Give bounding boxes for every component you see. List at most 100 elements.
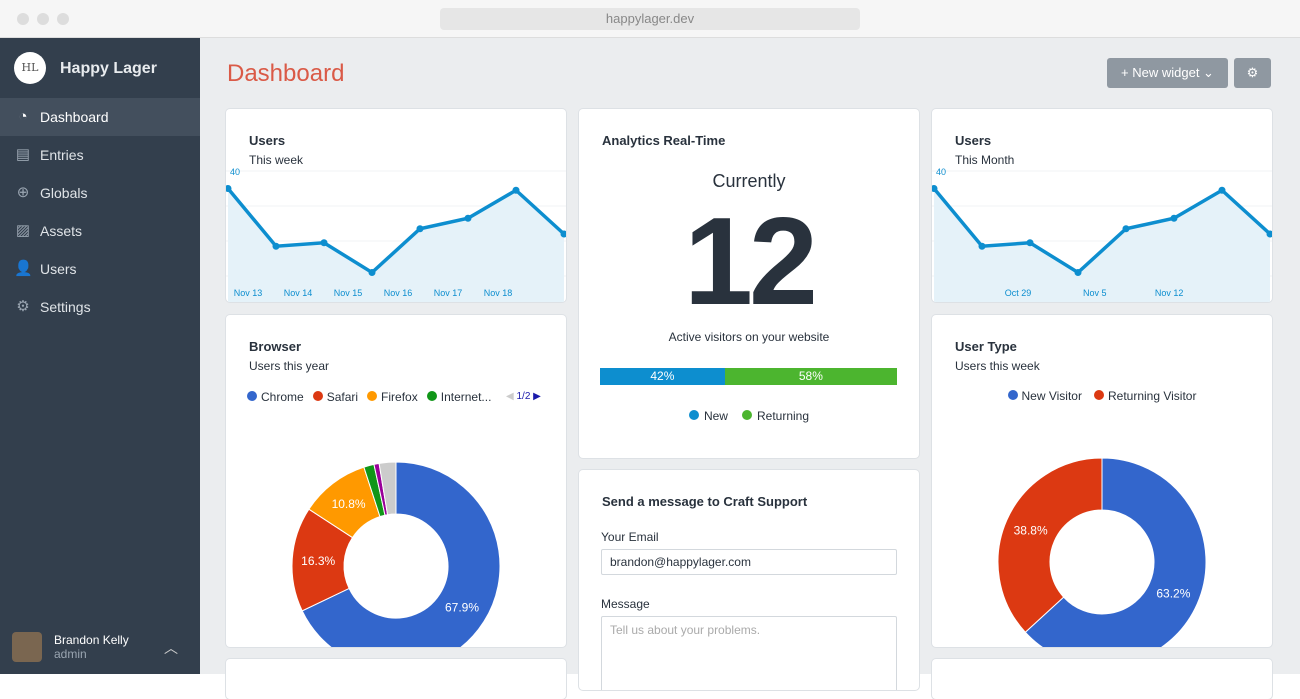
sidebar-item-dashboard[interactable]: ◔ Dashboard [0,98,200,136]
legend-item[interactable]: New Visitor [1007,389,1082,403]
browser-legend: Chrome Safari Firefox Internet... [247,390,491,404]
next-page-icon: ▶ [533,391,541,402]
visitor-count: 12 [684,193,818,331]
gear-icon: ⚙ [1246,65,1259,80]
data-point [1266,230,1272,238]
currently-label: Currently [712,171,786,191]
window-titlebar: happylager.dev [0,0,1300,38]
sidebar-item-entries[interactable]: ▤ Entries [0,136,200,174]
sidebar-item-label: Dashboard [40,109,109,125]
data-point [932,185,938,192]
user-type-legend: New Visitor Returning Visitor [932,389,1272,403]
x-tick-label: Nov 13 [234,288,263,298]
x-tick-label: Nov 16 [384,288,413,298]
gear-icon: ⚙ [16,298,30,315]
main-content: Dashboard + New widget ⌄ ⚙ Users This we… [200,38,1300,699]
legend-item[interactable]: Returning Visitor [1093,389,1196,403]
message-label: Message [601,597,650,611]
slice-label: 16.3% [301,554,335,568]
x-tick-label: Nov 18 [484,288,513,298]
sidebar-item-globals[interactable]: ⊕ Globals [0,174,200,212]
site-name[interactable]: Happy Lager [60,60,157,77]
realtime-widget: Analytics Real-Time Currently 12 Active … [579,109,919,458]
series-line [226,187,566,275]
close-window-button[interactable] [17,13,29,25]
y-tick-label: 40 [230,167,240,177]
address-bar[interactable]: happylager.dev [440,8,860,30]
message-field[interactable]: Tell us about your problems. [601,616,897,690]
sidebar-item-assets[interactable]: ▨ Assets [0,212,200,250]
data-point [560,230,566,238]
legend-new: New [688,409,728,423]
legend-item[interactable]: Chrome [247,390,304,404]
sidebar: HL Happy Lager ◔ Dashboard ▤ Entries ⊕ Global… [0,38,200,674]
widget-title: Users [955,133,992,148]
data-point [978,242,986,250]
x-tick-label: Nov 14 [284,288,313,298]
pie-slice [378,461,397,516]
email-field[interactable]: brandon@happylager.com [601,549,897,575]
data-point [1122,225,1130,233]
legend-item[interactable]: Internet... [426,390,491,404]
widget-title: Users [249,133,286,148]
user-type-pie: 63.2% 38.8% [997,457,1207,647]
pie-slice [301,461,501,647]
data-point [320,239,328,247]
area-fill [934,188,1270,302]
sidebar-item-users[interactable]: 👤 Users [0,250,200,288]
widget-subtitle: Users this week [955,359,1040,373]
slice-label: 10.8% [332,497,366,511]
legend-item[interactable]: Safari [312,390,358,404]
y-tick-label: 40 [936,167,946,177]
minimize-window-button[interactable] [37,13,49,25]
widget-partial [932,659,1272,699]
globe-icon: ⊕ [16,184,30,201]
chevron-up-icon[interactable]: ︿ [164,640,178,656]
widget-subtitle: This week [249,153,304,167]
user-menu[interactable]: Brandon Kelly admin ︿ [12,632,188,662]
settings-button[interactable]: ⚙ [1234,58,1271,88]
data-point [1170,214,1178,222]
realtime-legend: New Returning [579,409,919,423]
page-title: Dashboard [227,60,345,87]
widget-subtitle: This Month [955,153,1015,167]
newspaper-icon: ▤ [15,146,31,163]
slice-label: 67.9% [445,601,479,615]
data-point [1218,186,1226,194]
zoom-window-button[interactable] [57,13,69,25]
sidebar-item-label: Assets [40,223,83,239]
data-point [464,214,472,222]
avatar [12,632,42,662]
data-point [226,185,232,192]
pie-slice [1024,457,1207,647]
data-point [512,186,520,194]
site-logo[interactable]: HL [14,52,46,84]
series-line [932,187,1272,275]
visitor-split-bar: 42% 58% [600,368,897,385]
prev-page-icon: ◀ [506,391,514,402]
slice-label: 38.8% [1014,524,1048,538]
slice-label: 63.2% [1156,586,1190,600]
users-icon: 👤 [14,260,33,277]
new-widget-button[interactable]: + New widget ⌄ [1107,58,1228,88]
widget-title: Send a message to Craft Support [602,494,808,509]
sidebar-item-settings[interactable]: ⚙ Settings [0,288,200,326]
gauge-icon: ◔ [18,108,28,125]
sidebar-item-label: Settings [40,299,91,315]
sidebar-item-label: Globals [40,185,88,201]
legend-item[interactable]: Firefox [367,390,418,404]
widget-title: Browser [249,339,302,354]
x-tick-label: Nov 5 [1083,288,1107,298]
x-tick-label: Oct 29 [1005,288,1032,298]
legend-pager[interactable]: ◀ 1/2 ▶ [506,391,541,402]
returning-segment: 58% [724,368,897,385]
sidebar-item-label: Users [40,261,77,277]
user-role: admin [54,647,87,661]
email-label: Your Email [601,530,659,544]
data-point [416,225,424,233]
user-type-widget: User Type Users this week New Visitor Ret… [932,315,1272,647]
browser-widget: Browser Users this year Chrome Safari Fire… [226,315,566,647]
area-fill [228,188,564,302]
